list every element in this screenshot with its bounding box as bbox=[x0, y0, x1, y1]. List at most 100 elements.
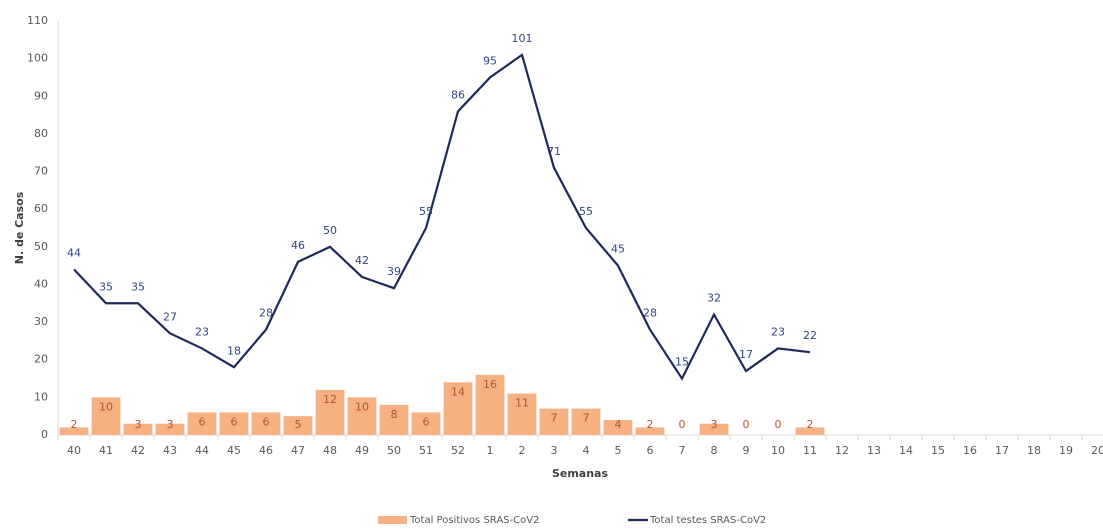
bar bbox=[219, 412, 249, 435]
x-tick-label: 47 bbox=[291, 444, 305, 457]
bar-value-label: 7 bbox=[583, 412, 590, 425]
x-tick-label: 18 bbox=[1027, 444, 1041, 457]
bar bbox=[379, 404, 409, 435]
bar-value-label: 14 bbox=[451, 385, 465, 398]
line-value-label: 18 bbox=[227, 344, 241, 357]
line-value-label: 22 bbox=[803, 329, 817, 342]
line-value-label: 28 bbox=[259, 307, 273, 320]
bar-value-label: 11 bbox=[515, 397, 529, 410]
bar bbox=[475, 374, 505, 435]
y-tick-label: 50 bbox=[34, 240, 48, 253]
x-tick-label: 4 bbox=[583, 444, 590, 457]
bar-value-label: 0 bbox=[679, 418, 686, 431]
x-tick-label: 9 bbox=[743, 444, 750, 457]
x-tick-label: 10 bbox=[771, 444, 785, 457]
x-tick-label: 43 bbox=[163, 444, 177, 457]
legend-swatch bbox=[378, 516, 407, 524]
y-tick-label: 70 bbox=[34, 165, 48, 178]
line-value-label: 44 bbox=[67, 246, 81, 259]
bar-value-label: 10 bbox=[355, 400, 369, 413]
y-tick-label: 30 bbox=[34, 315, 48, 328]
y-tick-label: 100 bbox=[27, 52, 48, 65]
bar bbox=[571, 408, 601, 435]
bar-value-label: 2 bbox=[71, 418, 78, 431]
x-tick-label: 40 bbox=[67, 444, 81, 457]
x-tick-label: 20 bbox=[1091, 444, 1103, 457]
bar bbox=[91, 397, 121, 435]
bar bbox=[315, 389, 345, 435]
bar-value-label: 6 bbox=[423, 415, 430, 428]
x-tick-label: 16 bbox=[963, 444, 977, 457]
bar-value-label: 12 bbox=[323, 393, 337, 406]
line-value-label: 35 bbox=[99, 280, 113, 293]
legend-label: Total testes SRAS-CoV2 bbox=[649, 515, 766, 526]
bar bbox=[443, 382, 473, 435]
line-value-label: 17 bbox=[739, 348, 753, 361]
bar-value-label: 8 bbox=[391, 408, 398, 421]
bar-value-label: 3 bbox=[135, 418, 142, 431]
bar bbox=[155, 423, 185, 435]
y-tick-label: 10 bbox=[34, 390, 48, 403]
line-value-label: 35 bbox=[131, 280, 145, 293]
x-tick-label: 41 bbox=[99, 444, 113, 457]
bar bbox=[603, 419, 633, 435]
y-tick-label: 40 bbox=[34, 277, 48, 290]
bar bbox=[635, 427, 665, 435]
bar bbox=[411, 412, 441, 435]
y-tick-label: 90 bbox=[34, 89, 48, 102]
line-value-label: 50 bbox=[323, 224, 337, 237]
line-value-label: 86 bbox=[451, 88, 465, 101]
legend-label: Total Positivos SRAS-CoV2 bbox=[409, 515, 539, 526]
bar-value-label: 16 bbox=[483, 378, 497, 391]
x-tick-label: 45 bbox=[227, 444, 241, 457]
x-tick-label: 13 bbox=[867, 444, 881, 457]
bar-value-label: 6 bbox=[199, 415, 206, 428]
x-tick-label: 12 bbox=[835, 444, 849, 457]
x-tick-label: 50 bbox=[387, 444, 401, 457]
line bbox=[73, 53, 811, 381]
bar-value-label: 0 bbox=[743, 418, 750, 431]
bar bbox=[59, 427, 89, 435]
bar-value-label: 0 bbox=[775, 418, 782, 431]
bar-value-label: 5 bbox=[295, 418, 302, 431]
bar-value-label: 2 bbox=[807, 418, 814, 431]
x-tick-label: 49 bbox=[355, 444, 369, 457]
y-tick-label: 20 bbox=[34, 353, 48, 366]
line-value-label: 15 bbox=[675, 356, 689, 369]
x-tick-label: 19 bbox=[1059, 444, 1073, 457]
x-tick-label: 44 bbox=[195, 444, 209, 457]
x-tick-label: 7 bbox=[679, 444, 686, 457]
x-tick-label: 5 bbox=[615, 444, 622, 457]
bar bbox=[283, 416, 313, 435]
y-tick-label: 110 bbox=[27, 14, 48, 27]
line-value-label: 55 bbox=[419, 205, 433, 218]
line-value-label: 27 bbox=[163, 310, 177, 323]
x-tick-label: 42 bbox=[131, 444, 145, 457]
bar bbox=[251, 412, 281, 435]
line-value-label: 71 bbox=[547, 145, 561, 158]
x-tick-label: 52 bbox=[451, 444, 465, 457]
line-value-label: 32 bbox=[707, 292, 721, 305]
bar-value-label: 3 bbox=[711, 418, 718, 431]
line-value-label: 55 bbox=[579, 205, 593, 218]
bar-value-label: 6 bbox=[231, 415, 238, 428]
x-tick-label: 2 bbox=[519, 444, 526, 457]
line-value-label: 45 bbox=[611, 243, 625, 256]
line-value-label: 39 bbox=[387, 265, 401, 278]
line-value-label: 95 bbox=[483, 54, 497, 67]
line-value-label: 101 bbox=[512, 32, 533, 45]
x-tick-label: 14 bbox=[899, 444, 913, 457]
line-value-label: 42 bbox=[355, 254, 369, 267]
bar bbox=[347, 397, 377, 435]
bar bbox=[123, 423, 153, 435]
x-tick-label: 48 bbox=[323, 444, 337, 457]
line-value-label: 46 bbox=[291, 239, 305, 252]
bar-value-label: 6 bbox=[263, 415, 270, 428]
x-tick-label: 17 bbox=[995, 444, 1009, 457]
x-tick-label: 15 bbox=[931, 444, 945, 457]
y-axis-title: N. de Casos bbox=[13, 191, 26, 264]
x-tick-label: 51 bbox=[419, 444, 433, 457]
bar bbox=[699, 423, 729, 435]
x-tick-label: 3 bbox=[551, 444, 558, 457]
